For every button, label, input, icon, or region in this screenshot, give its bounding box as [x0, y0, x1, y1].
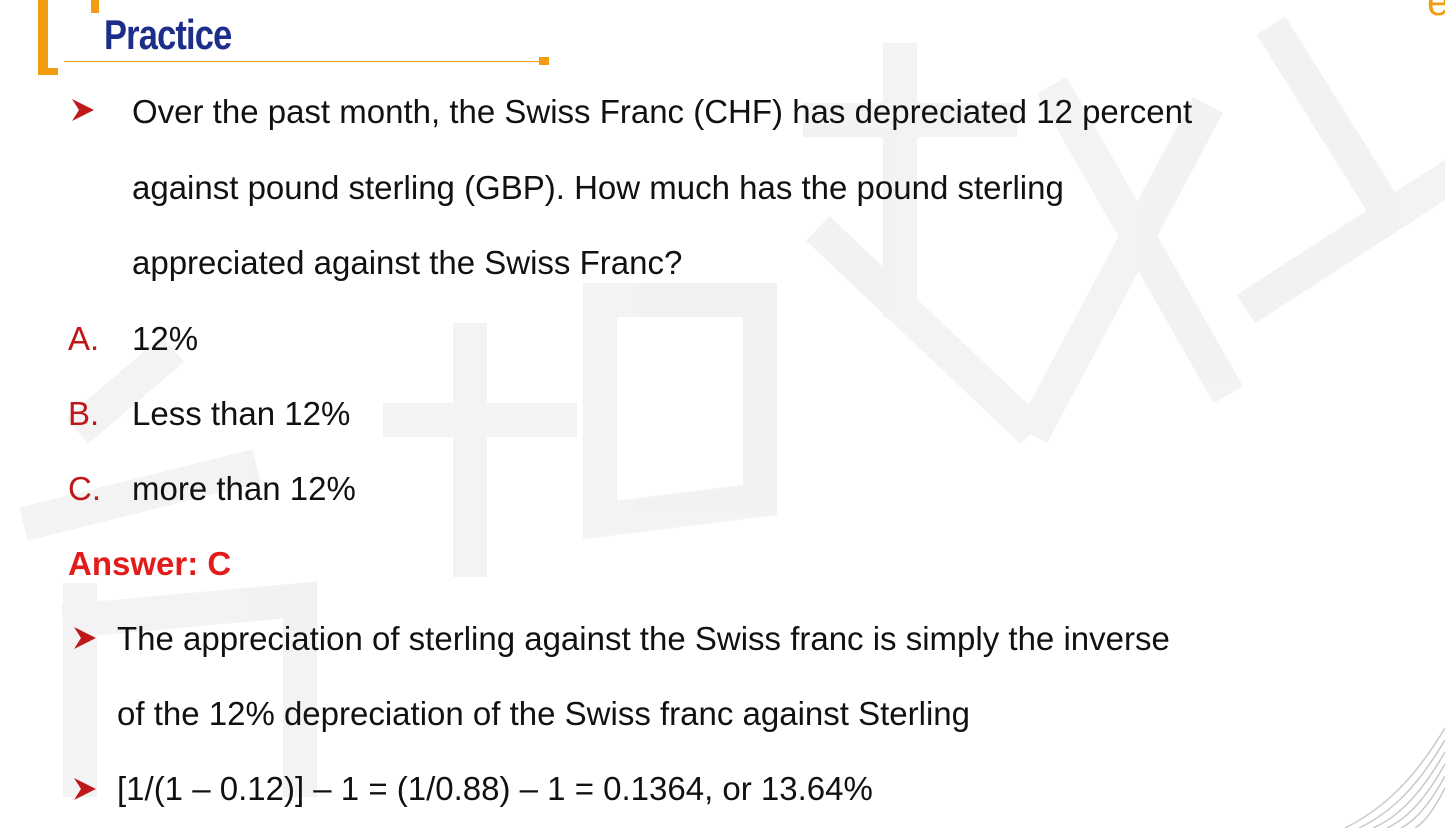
arrowhead-bullet-icon — [74, 627, 96, 649]
question-line-3: appreciated against the Swiss Franc? — [132, 244, 683, 281]
corner-swoosh-decoration — [1344, 727, 1445, 828]
answer-label: Answer: C — [68, 545, 232, 582]
arrowhead-bullet-icon — [74, 778, 96, 800]
arrowhead-bullet-icon — [72, 99, 94, 121]
explanation-formula: [1/(1 – 0.12)] – 1 = (1/0.88) – 1 = 0.13… — [117, 770, 873, 807]
option-a-text: 12% — [132, 320, 199, 357]
option-a-letter: A. — [68, 320, 100, 357]
option-b-text: Less than 12% — [132, 395, 351, 432]
option-c-text: more than 12% — [132, 470, 356, 507]
option-b-letter: B. — [68, 395, 100, 432]
header-bracket-foot — [38, 68, 58, 75]
title-underline — [64, 61, 539, 62]
header-tick — [91, 0, 99, 13]
header-bracket — [38, 0, 48, 75]
explanation-line-1: The appreciation of sterling against the… — [117, 620, 1170, 657]
explanation-line-2: of the 12% depreciation of the Swiss fra… — [117, 695, 970, 732]
page-title: Practice — [104, 11, 232, 58]
corner-logo-fragment: e — [1427, 0, 1445, 22]
title-underline-end — [539, 57, 549, 65]
option-c-letter: C. — [68, 470, 101, 507]
question-line-2: against pound sterling (GBP). How much h… — [132, 169, 1064, 206]
question-line-1: Over the past month, the Swiss Franc (CH… — [132, 93, 1193, 130]
